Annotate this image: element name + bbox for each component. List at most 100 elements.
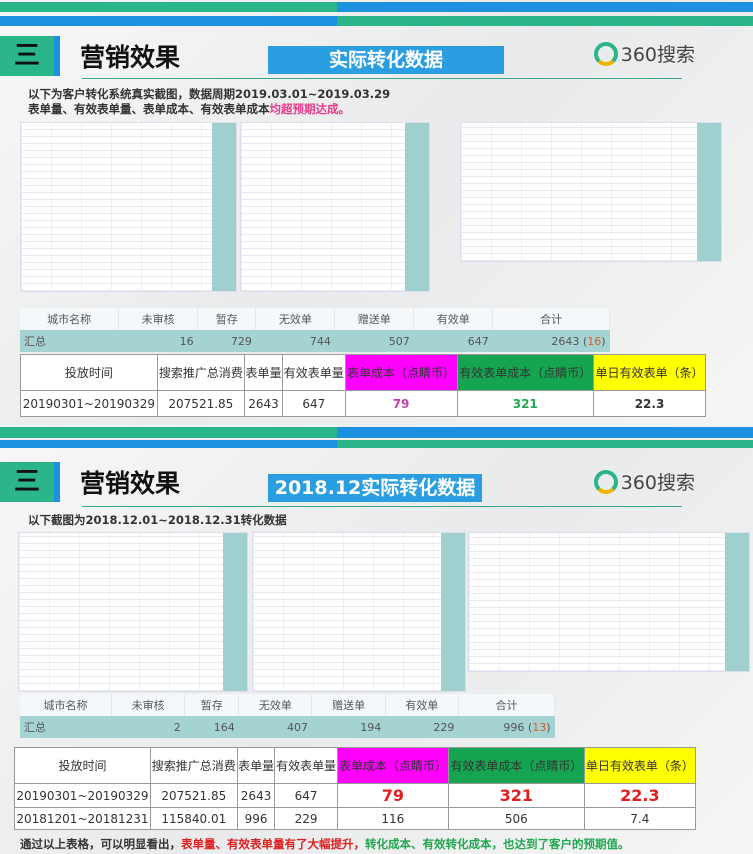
cell: 2643 <box>236 783 276 808</box>
table-row: 汇总 2 164 407 194 229 996 (13) <box>20 716 555 738</box>
logo-icon <box>593 41 618 66</box>
intro-highlight: 均超预期达成。 <box>269 102 351 116</box>
col-header: 表单成本（点睛币） <box>336 747 449 784</box>
screenshot-1 <box>20 122 237 292</box>
screenshot-3 <box>468 532 750 672</box>
col-header: 单日有效表单（条） <box>593 354 706 391</box>
cell: 16 <box>118 330 198 352</box>
page-title: 营销效果 <box>80 469 181 498</box>
total-extra: 16 <box>587 334 602 348</box>
col-header: 有效单 <box>385 694 459 716</box>
comparison-table: 投放时间 搜索推广总消费 表单量 有效表单量 表单成本（点睛币） 有效表单成本（点睛币）单… <box>20 354 706 417</box>
table-row: 汇总 16 729 744 507 647 2643 (16) <box>20 330 610 352</box>
cell: 321 <box>447 783 585 808</box>
stripe <box>0 2 337 12</box>
col-header: 有效单 <box>413 308 494 330</box>
cell: 507 <box>334 330 414 352</box>
col-header: 未审核 <box>118 308 199 330</box>
section-badge: 2018.12实际转化数据 <box>268 474 482 502</box>
cell: 207521.85 <box>156 390 246 417</box>
col-header: 暂存 <box>197 308 257 330</box>
logo-text: 360搜索 <box>620 44 695 66</box>
col-header: 表单成本（点睛币） <box>344 354 458 391</box>
cell: 20190301~20190329 <box>14 783 151 808</box>
stripe <box>337 440 753 448</box>
col-header: 有效表单量 <box>274 747 338 784</box>
cell: 194 <box>311 716 386 738</box>
col-header: 暂存 <box>184 694 240 716</box>
logo-360: 360搜索 <box>593 468 695 495</box>
cell: 2643 <box>244 390 283 417</box>
divider <box>82 78 682 79</box>
col-header: 合计 <box>458 694 556 716</box>
col-header: 城市名称 <box>20 308 120 330</box>
cell-total: 2643 (16) <box>492 330 610 352</box>
col-header: 合计 <box>492 308 610 330</box>
slide-1: 三 营销效果 实际转化数据 360搜索 以下为客户转化系统真实截图，数据周期20… <box>0 0 753 425</box>
cell: 506 <box>447 807 585 830</box>
comparison-table: 投放时间 搜索推广总消费 表单量 有效表单量 表单成本（点睛币） 有效表单成本（点睛币）单… <box>14 747 697 830</box>
cell: 321 <box>456 390 595 417</box>
cell: 116 <box>336 807 449 830</box>
conclusion: 通过以上表格，可以明显看出，表单量、有效表单量有了大幅提升，转化成本、有效转化成… <box>20 836 630 852</box>
cell: 79 <box>344 390 458 417</box>
cell: 20190301~20190329 <box>20 390 158 417</box>
stripe <box>0 427 337 438</box>
table-row: 20190301~20190329 207521.85 2643 647 79 321 22… <box>20 390 706 417</box>
intro-line-1: 以下截图为2018.12.01~2018.12.31转化数据 <box>28 513 287 527</box>
cell: 647 <box>281 390 346 417</box>
col-header: 赠送单 <box>334 308 415 330</box>
screenshot-2 <box>240 122 430 292</box>
table-row: 20181201~20181231 115840.01 996 229 116 506 7.… <box>14 807 697 830</box>
table-row: 20190301~20190329 207521.85 2643 647 79 321 22… <box>14 783 697 808</box>
divider <box>82 506 682 507</box>
cell: 115840.01 <box>149 807 238 830</box>
cell: 79 <box>336 783 449 808</box>
conclusion-green: 转化成本、有效转化成本，也达到了客户的预期值。 <box>365 837 630 851</box>
col-header: 投放时间 <box>14 747 151 784</box>
screenshot-1 <box>18 532 248 692</box>
col-header: 表单量 <box>236 747 276 784</box>
col-header: 搜索推广总消费 <box>156 354 246 391</box>
total: 2643 <box>551 334 580 348</box>
cell: 22.3 <box>593 390 706 417</box>
col-header: 搜索推广总消费 <box>149 747 238 784</box>
cell: 647 <box>413 330 493 352</box>
cell: 164 <box>184 716 239 738</box>
total: 996 <box>503 720 525 734</box>
col-header: 有效表单成本（点睛币） <box>447 747 585 784</box>
col-header: 赠送单 <box>311 694 386 716</box>
cell: 729 <box>197 330 256 352</box>
section-number: 三 <box>0 36 60 76</box>
slide-2: 三 营销效果 2018.12实际转化数据 360搜索 以下截图为2018.12.… <box>0 440 753 854</box>
intro-line-2: 表单量、有效表单量、表单成本、有效表单成本均超预期达成。 <box>28 101 350 117</box>
cell: 744 <box>255 330 335 352</box>
col-header: 城市名称 <box>20 694 113 716</box>
cell: 407 <box>238 716 312 738</box>
cell: 996 <box>236 807 276 830</box>
cell: 207521.85 <box>149 783 238 808</box>
cell-total: 996 (13) <box>458 716 555 738</box>
col-header: 无效单 <box>255 308 336 330</box>
col-header: 表单量 <box>244 354 283 391</box>
cell: 229 <box>385 716 459 738</box>
stripe <box>0 16 337 26</box>
screenshot-3 <box>460 122 722 262</box>
logo-text: 360搜索 <box>620 472 695 494</box>
section-number: 三 <box>0 462 60 502</box>
col-header: 投放时间 <box>20 354 158 391</box>
cell: 2 <box>111 716 185 738</box>
intro-line-1: 以下为客户转化系统真实截图，数据周期2019.03.01~2019.03.29 <box>28 87 391 101</box>
total-extra: 13 <box>532 720 547 734</box>
cell: 229 <box>274 807 338 830</box>
cell: 22.3 <box>583 783 697 808</box>
conclusion-text: 通过以上表格，可以明显看出， <box>20 837 181 851</box>
col-header: 无效单 <box>238 694 313 716</box>
col-header: 单日有效表单（条） <box>583 747 697 784</box>
stripe <box>337 427 753 438</box>
conclusion-red: 表单量、有效表单量有了大幅提升， <box>181 837 365 851</box>
section-badge: 实际转化数据 <box>268 46 504 74</box>
cell: 汇总 <box>20 716 112 738</box>
col-header: 有效表单成本（点睛币） <box>456 354 595 391</box>
stripe <box>337 2 753 12</box>
